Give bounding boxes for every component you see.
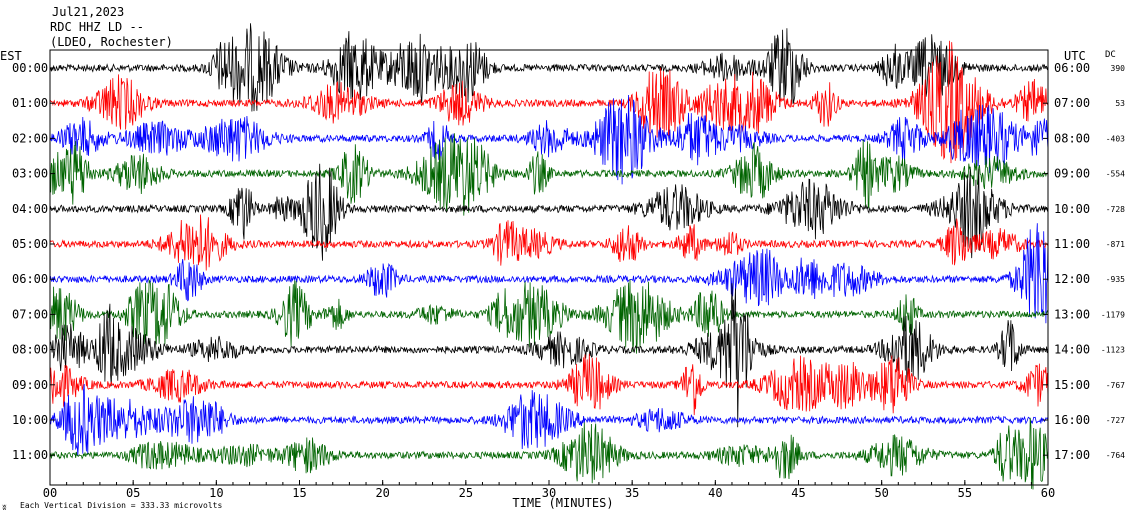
x-tick-label: 30 xyxy=(542,486,556,500)
row-dc-value: 53 xyxy=(1115,99,1125,108)
row-dc-value: -1179 xyxy=(1101,310,1125,319)
trace-line xyxy=(49,133,1049,216)
row-label-utc: 14:00 xyxy=(1054,343,1090,357)
x-axis-title: TIME (MINUTES) xyxy=(512,496,613,510)
dc-header: DC xyxy=(1105,50,1116,60)
x-axis: 00 05 10 15 20 25 30 35 40 45 50 55 60 xyxy=(43,480,1055,500)
row-dc-value: -871 xyxy=(1106,240,1125,249)
row-label-utc: 17:00 xyxy=(1054,448,1090,462)
x-tick-label: 35 xyxy=(625,486,639,500)
row-labels: 00:00 06:00 390 01:00 07:00 53 02:00 08:00 -403 0… xyxy=(12,61,1125,462)
row-dc-value: -935 xyxy=(1106,275,1125,284)
scale-note: Each Vertical Division = 333.33 microvol… xyxy=(20,501,222,510)
x-tick-label: 40 xyxy=(708,486,722,500)
trace-line xyxy=(49,283,1049,428)
trace-line xyxy=(49,223,1049,324)
row-dc-value: -727 xyxy=(1106,416,1125,425)
x-tick-label: 45 xyxy=(791,486,805,500)
row-dc-value: -1123 xyxy=(1101,346,1125,355)
row-label-est: 03:00 xyxy=(12,167,48,181)
trace-line xyxy=(49,353,1049,416)
x-tick-label: 50 xyxy=(874,486,888,500)
trace-line xyxy=(49,383,1049,456)
x-tick-label: 10 xyxy=(209,486,223,500)
header-station: RDC HHZ LD -- xyxy=(50,20,144,34)
row-dc-value: -767 xyxy=(1106,381,1125,390)
seismic-traces xyxy=(49,23,1049,490)
row-label-utc: 16:00 xyxy=(1054,413,1090,427)
row-label-utc: 12:00 xyxy=(1054,272,1090,286)
x-tick-label: 60 xyxy=(1041,486,1055,500)
row-label-est: 07:00 xyxy=(12,307,48,321)
trace-line xyxy=(49,163,1049,261)
row-label-est: 09:00 xyxy=(12,378,48,392)
row-label-est: 10:00 xyxy=(12,413,48,427)
row-label-est: 04:00 xyxy=(12,202,48,216)
trace-line xyxy=(49,94,1049,185)
row-label-utc: 11:00 xyxy=(1054,237,1090,251)
x-tick-label: 00 xyxy=(43,486,57,500)
row-dc-value: -728 xyxy=(1106,205,1125,214)
row-label-est: 02:00 xyxy=(12,131,48,145)
row-label-utc: 08:00 xyxy=(1054,131,1090,145)
row-label-est: 05:00 xyxy=(12,237,48,251)
x-tick-label: 55 xyxy=(958,486,972,500)
corner-glyph: ʬ xyxy=(2,503,7,512)
header-date: Jul21,2023 xyxy=(52,5,124,19)
left-zone-label: EST xyxy=(0,49,22,63)
row-label-utc: 06:00 xyxy=(1054,61,1090,75)
trace-line xyxy=(49,417,1049,490)
row-label-utc: 07:00 xyxy=(1054,96,1090,110)
row-dc-value: -403 xyxy=(1106,134,1125,143)
row-label-est: 08:00 xyxy=(12,343,48,357)
row-label-utc: 09:00 xyxy=(1054,167,1090,181)
x-tick-label: 05 xyxy=(126,486,140,500)
x-tick-label: 15 xyxy=(292,486,306,500)
row-label-est: 01:00 xyxy=(12,96,48,110)
trace-line xyxy=(49,279,1049,354)
right-zone-label: UTC xyxy=(1064,49,1086,63)
x-tick-label: 20 xyxy=(375,486,389,500)
row-label-utc: 15:00 xyxy=(1054,378,1090,392)
row-label-est: 00:00 xyxy=(12,61,48,75)
x-tick-label: 25 xyxy=(459,486,473,500)
trace-line xyxy=(49,214,1049,271)
row-dc-value: -554 xyxy=(1106,170,1125,179)
row-label-utc: 13:00 xyxy=(1054,307,1090,321)
trace-line xyxy=(49,40,1049,164)
trace-line xyxy=(49,23,1049,112)
row-dc-value: -764 xyxy=(1106,451,1125,460)
row-label-est: 11:00 xyxy=(12,448,48,462)
row-label-utc: 10:00 xyxy=(1054,202,1090,216)
row-label-est: 06:00 xyxy=(12,272,48,286)
row-dc-value: 390 xyxy=(1111,64,1126,73)
header-network: (LDEO, Rochester) xyxy=(50,35,173,49)
